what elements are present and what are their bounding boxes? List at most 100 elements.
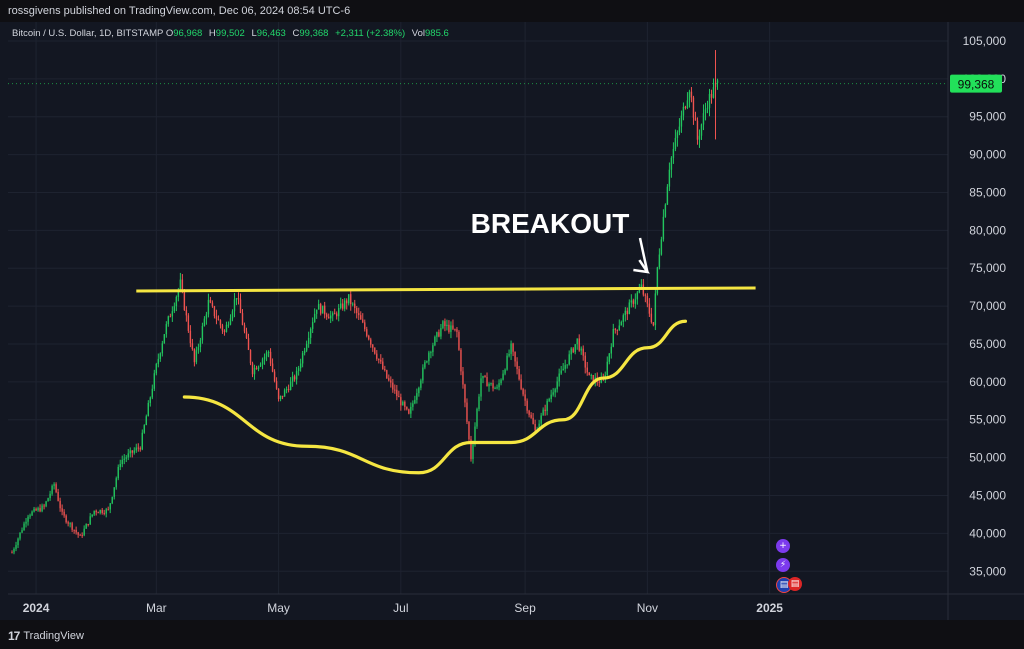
tradingview-logo[interactable]: 17 TradingView [8,629,84,643]
candle-body [540,415,542,424]
candle-body [73,529,75,531]
candle-body [205,314,208,319]
candle-body [652,322,655,326]
candle-body [348,294,350,304]
candle-body [410,406,412,414]
plus-circle-icon[interactable]: + [776,539,790,553]
candle-body [506,355,508,370]
candle-body [516,361,518,369]
price-chart[interactable]: BREAKOUT 105,000100,00095,00090,00085,00… [0,0,1024,620]
candle-body [57,492,59,501]
candle-body [277,388,280,400]
candle-body [321,305,324,314]
candle-body [33,508,35,512]
candle-body [193,349,196,363]
candle-body [283,390,286,397]
candle-body [476,408,478,427]
candle-body [408,409,410,414]
candle-body [129,450,131,454]
candle-body [221,325,224,331]
y-tick-label: 80,000 [969,223,1006,237]
candle-body [466,402,468,422]
candle-body [708,93,711,108]
candle-body [325,314,328,317]
candle-body [682,106,685,116]
candle-body [201,326,204,341]
candle-body [696,120,699,140]
candle-body [556,381,558,390]
candle-body [133,450,135,453]
y-tick-label: 35,000 [969,564,1006,578]
candle-body [139,448,141,450]
candle-body [95,510,97,513]
candle-body [640,284,643,289]
candle-body [676,132,679,138]
candle-body [680,115,683,127]
legend-high-value: 99,502 [215,28,245,39]
candle-body [490,383,492,385]
candle-body [500,379,502,384]
y-tick-label: 45,000 [969,489,1006,503]
candle-body [87,523,89,525]
candle-body [299,363,302,369]
candle-body [183,290,186,311]
candle-body [452,325,454,329]
chart-legend: Bitcoin / U.S. Dollar, 1D, BITSTAMP O96,… [12,28,453,39]
candle-body [406,406,408,410]
candle-body [311,322,314,329]
candle-body [502,373,504,380]
candle-body [424,362,426,368]
candle-body [674,137,677,149]
candle-body [442,321,444,329]
candle-body [253,367,256,375]
candle-body [143,425,145,433]
candle-body [548,399,550,401]
y-tick-label: 70,000 [969,299,1006,313]
candle-body [71,523,73,530]
flag-icon-secondary[interactable]: ▤ [788,577,802,591]
candle-body [698,135,701,140]
candle-body [173,306,176,312]
candle-body [518,368,520,380]
candle-body [440,328,442,337]
candle-body [400,397,402,406]
candle-body [303,350,306,354]
candle-body [552,392,554,395]
legend-open-value: 96,968 [173,28,203,39]
candle-body [235,297,238,300]
candle-body [43,505,45,507]
candle-body [582,348,584,356]
candle-body [522,388,524,395]
candle-body [608,353,610,362]
candle-body [658,254,661,268]
candle-body [508,353,510,356]
candle-body [562,368,564,371]
candle-body [568,354,570,365]
candle-body [163,334,166,344]
y-tick-label: 105,000 [963,34,1007,48]
candle-body [63,511,65,516]
candle-body [135,447,137,451]
candle-body [109,503,111,510]
candle-body [618,325,621,330]
candle-body [41,505,43,512]
lightning-icon[interactable]: ⚡ [776,558,790,572]
candle-body [514,351,516,362]
candle-body [279,395,282,400]
candle-body [362,319,364,323]
candle-body [402,401,404,406]
candle-body [257,366,260,370]
candle-body [450,325,452,332]
candle-body [370,339,372,345]
candle-body [53,484,55,486]
candle-body [83,528,85,536]
candle-body [265,352,268,357]
candle-body [340,303,342,308]
candle-body [323,305,326,315]
candle-body [624,310,627,316]
candle-body [185,310,188,316]
candle-body [542,409,544,416]
candle-body [670,157,673,170]
resistance-line [136,286,756,293]
footer-bar [0,620,1024,649]
